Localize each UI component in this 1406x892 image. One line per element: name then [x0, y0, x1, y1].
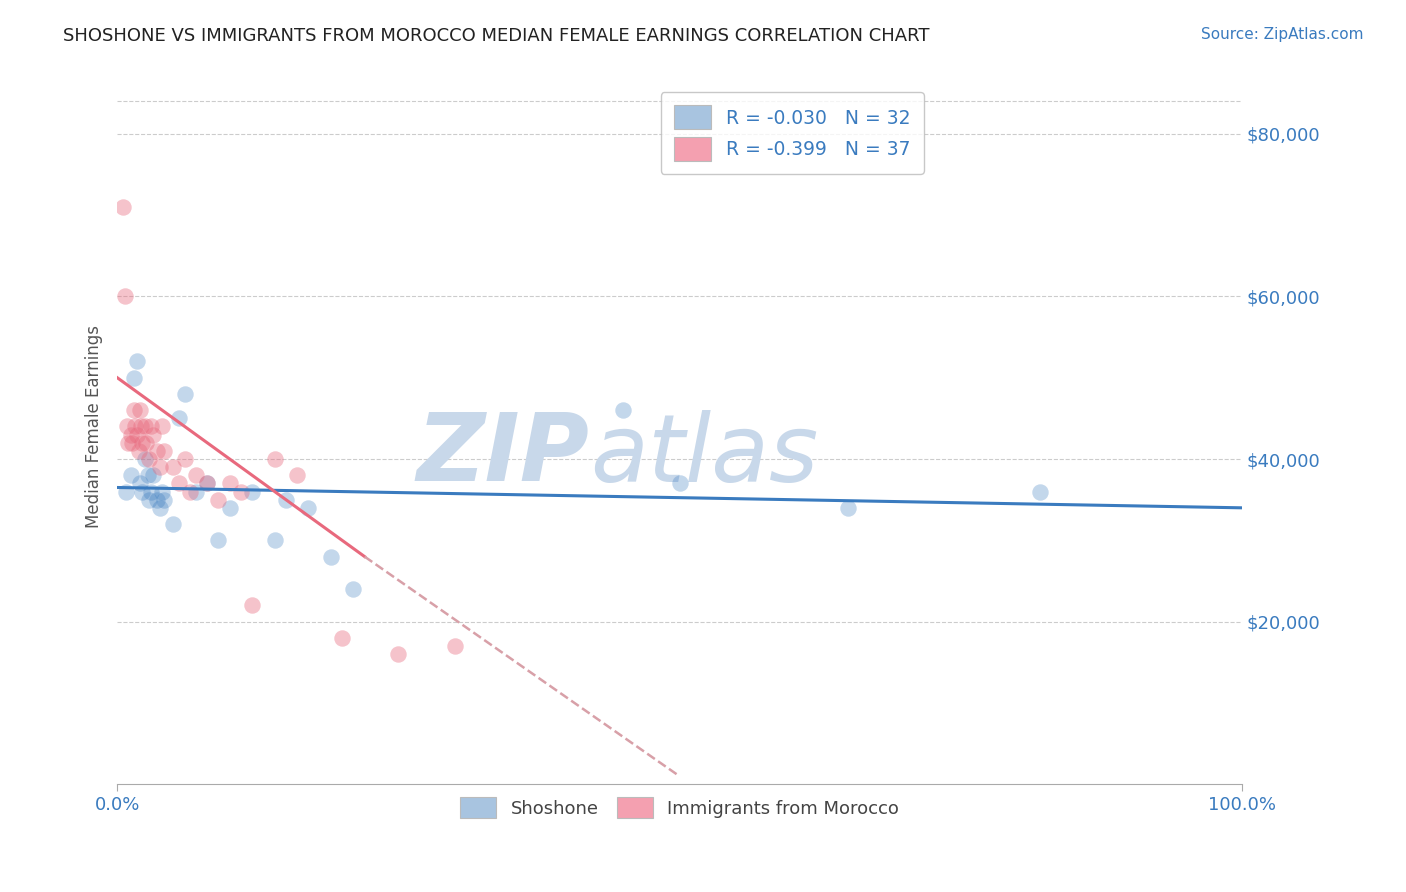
- Point: [263, 533, 285, 548]
- Point: [120, 468, 142, 483]
- Point: [167, 411, 190, 425]
- Point: [149, 460, 172, 475]
- Point: [184, 468, 207, 483]
- Point: [139, 484, 162, 499]
- Point: [179, 484, 201, 499]
- Point: [131, 435, 153, 450]
- Point: [153, 492, 176, 507]
- Point: [129, 419, 152, 434]
- Point: [122, 403, 145, 417]
- Point: [297, 500, 319, 515]
- Point: [138, 492, 160, 507]
- Point: [387, 647, 409, 661]
- Point: [153, 443, 176, 458]
- Point: [135, 435, 157, 450]
- Point: [274, 492, 297, 507]
- Point: [117, 435, 139, 450]
- Point: [218, 476, 240, 491]
- Point: [149, 500, 172, 515]
- Point: [1028, 484, 1050, 499]
- Point: [121, 435, 143, 450]
- Legend: Shoshone, Immigrants from Morocco: Shoshone, Immigrants from Morocco: [453, 790, 907, 825]
- Point: [240, 484, 263, 499]
- Point: [139, 419, 162, 434]
- Point: [142, 427, 165, 442]
- Point: [145, 492, 167, 507]
- Point: [150, 484, 173, 499]
- Point: [207, 492, 229, 507]
- Point: [229, 484, 252, 499]
- Point: [218, 500, 240, 515]
- Text: atlas: atlas: [589, 409, 818, 500]
- Point: [134, 419, 156, 434]
- Text: ZIP: ZIP: [416, 409, 589, 501]
- Point: [173, 452, 195, 467]
- Point: [115, 484, 138, 499]
- Point: [122, 370, 145, 384]
- Point: [240, 599, 263, 613]
- Point: [136, 468, 159, 483]
- Point: [173, 387, 195, 401]
- Point: [162, 460, 184, 475]
- Point: [207, 533, 229, 548]
- Point: [127, 427, 149, 442]
- Point: [127, 354, 149, 368]
- Point: [195, 476, 218, 491]
- Point: [114, 289, 136, 303]
- Point: [124, 419, 146, 434]
- Point: [184, 484, 207, 499]
- Text: Source: ZipAtlas.com: Source: ZipAtlas.com: [1201, 27, 1364, 42]
- Point: [319, 549, 342, 564]
- Point: [330, 631, 353, 645]
- Point: [263, 452, 285, 467]
- Point: [145, 443, 167, 458]
- Point: [837, 500, 859, 515]
- Text: SHOSHONE VS IMMIGRANTS FROM MOROCCO MEDIAN FEMALE EARNINGS CORRELATION CHART: SHOSHONE VS IMMIGRANTS FROM MOROCCO MEDI…: [63, 27, 929, 45]
- Point: [138, 452, 160, 467]
- Point: [612, 403, 634, 417]
- Point: [142, 468, 165, 483]
- Y-axis label: Median Female Earnings: Median Female Earnings: [86, 325, 103, 528]
- Point: [131, 484, 153, 499]
- Point: [443, 639, 465, 653]
- Point: [128, 443, 150, 458]
- Point: [111, 200, 134, 214]
- Point: [120, 427, 142, 442]
- Point: [195, 476, 218, 491]
- Point: [167, 476, 190, 491]
- Point: [342, 582, 364, 597]
- Point: [128, 476, 150, 491]
- Point: [150, 419, 173, 434]
- Point: [285, 468, 308, 483]
- Point: [134, 452, 156, 467]
- Point: [117, 419, 139, 434]
- Point: [128, 403, 150, 417]
- Point: [668, 476, 690, 491]
- Point: [162, 517, 184, 532]
